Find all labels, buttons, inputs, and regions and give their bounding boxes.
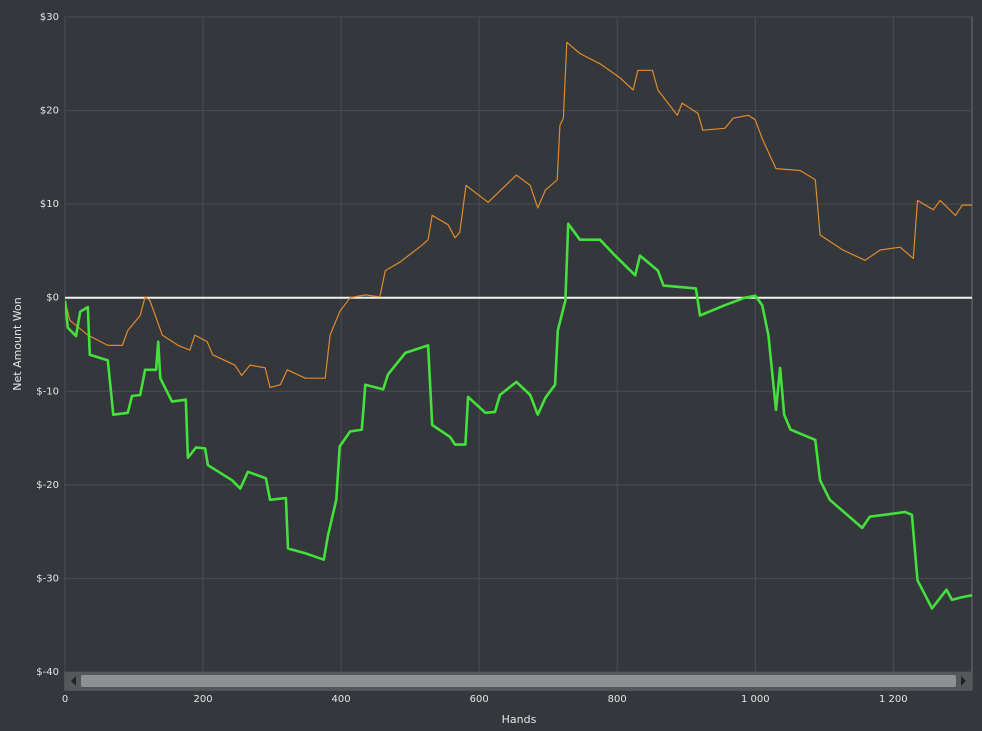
x-axis-title: Hands: [502, 713, 537, 726]
x-tick-label: 200: [194, 694, 213, 705]
x-tick-label: 800: [608, 694, 627, 705]
series-line: [65, 41, 972, 389]
y-tick-label: $-20: [36, 480, 59, 491]
y-tick-label: $-40: [36, 667, 59, 678]
scroll-left-arrow[interactable]: [71, 676, 76, 686]
x-tick-label: 400: [332, 694, 351, 705]
y-tick-label: $0: [46, 293, 59, 304]
lines: [65, 41, 972, 610]
scroll-right-arrow[interactable]: [961, 676, 966, 686]
grid: [64, 16, 972, 673]
x-tick-label: 0: [62, 694, 68, 705]
y-tick-label: $30: [40, 12, 59, 23]
y-tick-label: $-10: [36, 386, 59, 397]
x-tick-label: 1 000: [741, 694, 770, 705]
scroll-thumb[interactable]: [81, 675, 956, 687]
x-tick-label: 1 200: [879, 694, 908, 705]
y-axis-title: Net Amount Won: [11, 297, 24, 390]
scrollbar[interactable]: [65, 672, 972, 690]
y-tick-label: $20: [40, 106, 59, 117]
y-tick-label: $-30: [36, 573, 59, 584]
x-tick-label: 600: [470, 694, 489, 705]
plot-frame: [64, 16, 973, 691]
series-line: [65, 222, 972, 610]
y-tick-label: $10: [40, 199, 59, 210]
